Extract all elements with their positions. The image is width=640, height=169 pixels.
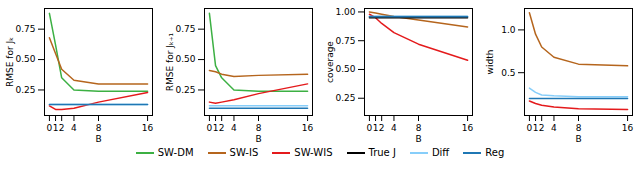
svg-text:0.75: 0.75 [335, 36, 355, 46]
svg-text:0.25: 0.25 [175, 85, 195, 95]
svg-text:0.5: 0.5 [501, 68, 515, 78]
html-text:True J: True J [368, 147, 396, 158]
svg-text:1.00: 1.00 [335, 7, 355, 17]
svg-text:B: B [575, 134, 581, 144]
svg-text:1: 1 [533, 123, 539, 133]
html-text:SW-DM: SW-DM [157, 147, 194, 158]
svg-text:0.50: 0.50 [15, 54, 35, 64]
svg-text:0.25: 0.25 [335, 93, 355, 103]
svg-text:2: 2 [59, 123, 65, 133]
svg-text:4: 4 [391, 123, 397, 133]
svg-text:1: 1 [373, 123, 379, 133]
svg-text:0: 0 [207, 123, 213, 133]
svg-text:coverage: coverage [325, 41, 335, 83]
html-text:SW-IS: SW-IS [229, 147, 259, 158]
svg-text:2: 2 [379, 123, 385, 133]
svg-text:16: 16 [142, 123, 154, 133]
svg-text:RMSE for Jₖ: RMSE for Jₖ [5, 37, 15, 87]
svg-text:4: 4 [71, 123, 77, 133]
svg-text:8: 8 [96, 123, 102, 133]
html-text:Diff: Diff [431, 147, 450, 158]
svg-text:0.50: 0.50 [175, 54, 195, 64]
svg-text:8: 8 [256, 123, 262, 133]
svg-text:0.75: 0.75 [175, 24, 195, 34]
svg-text:16: 16 [622, 123, 634, 133]
svg-text:4: 4 [551, 123, 557, 133]
svg-text:2: 2 [539, 123, 545, 133]
svg-text:16: 16 [302, 123, 314, 133]
svg-text:8: 8 [416, 123, 422, 133]
svg-text:0.50: 0.50 [335, 64, 355, 74]
svg-text:B: B [95, 134, 101, 144]
html-text:SW-WIS: SW-WIS [294, 147, 333, 158]
svg-text:1.0: 1.0 [501, 25, 516, 35]
svg-text:B: B [415, 134, 421, 144]
svg-text:0: 0 [367, 123, 373, 133]
svg-text:1: 1 [53, 123, 59, 133]
svg-text:0: 0 [47, 123, 53, 133]
svg-text:2: 2 [219, 123, 225, 133]
svg-text:16: 16 [462, 123, 474, 133]
svg-text:0: 0 [527, 123, 533, 133]
svg-text:1: 1 [213, 123, 219, 133]
svg-text:0.75: 0.75 [15, 24, 35, 34]
svg-text:8: 8 [576, 123, 582, 133]
html-text:Reg: Reg [485, 147, 505, 158]
svg-text:0.25: 0.25 [15, 85, 35, 95]
svg-text:B: B [255, 134, 261, 144]
svg-text:4: 4 [231, 123, 237, 133]
svg-text:width: width [485, 50, 495, 75]
svg-text:RMSE for Jₖ₊₁: RMSE for Jₖ₊₁ [165, 32, 175, 91]
